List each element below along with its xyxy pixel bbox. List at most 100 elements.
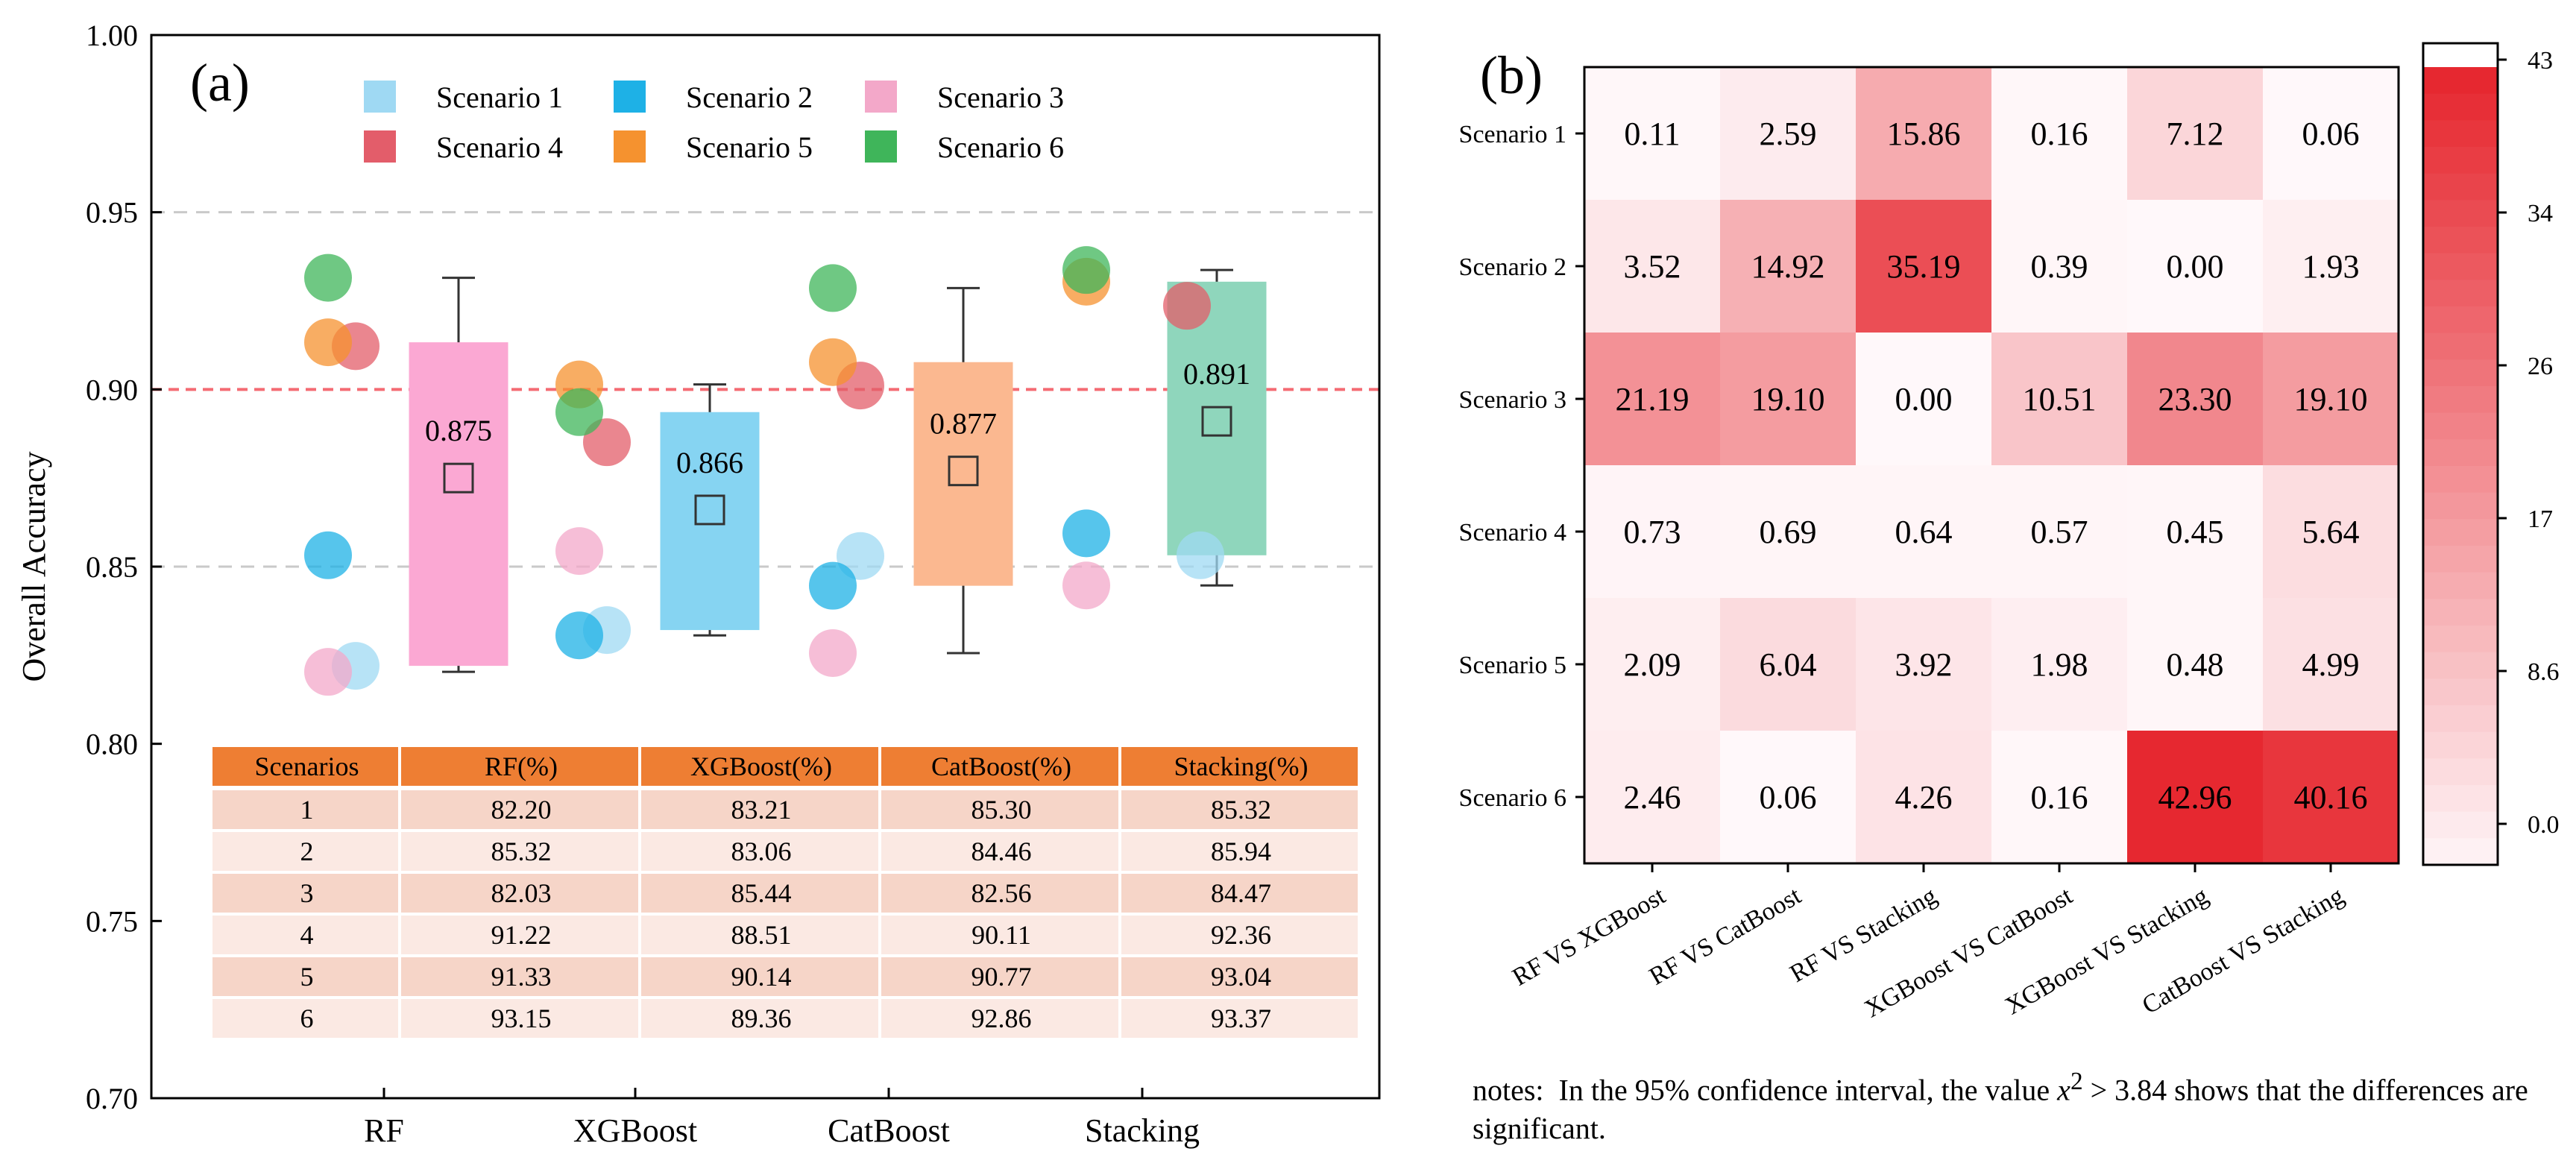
table-cell-text: 89.36	[731, 1004, 792, 1033]
table-cell-text: 92.36	[1211, 920, 1271, 950]
table-header-text: Scenarios	[255, 752, 359, 781]
panel-b-label: (b)	[1480, 45, 1543, 105]
mean-marker	[443, 462, 474, 494]
table-cell	[212, 832, 398, 871]
legend-label: Scenario 4	[436, 130, 563, 164]
table-cell	[401, 999, 638, 1038]
heatmap-value: 42.96	[2158, 779, 2232, 816]
colorbar-tick-label: 17	[2528, 505, 2553, 533]
heatmap-cell	[1991, 731, 2127, 863]
table-cell	[212, 874, 398, 913]
heatmap-value: 21.19	[1616, 381, 1689, 418]
mean-marker	[1201, 406, 1232, 437]
y-axis-label: Overall Accuracy	[16, 451, 52, 681]
table-cell	[1121, 916, 1358, 954]
scatter-point	[555, 527, 603, 576]
heatmap-cell	[1991, 333, 2127, 465]
heatmap-value: 19.10	[2294, 381, 2368, 418]
table-cell-text: 85.30	[971, 795, 1032, 825]
legend-swatch	[614, 130, 646, 163]
table-cell	[401, 874, 638, 913]
table-cell-text: 82.03	[491, 878, 552, 908]
y-tick-label: 0.90	[86, 373, 138, 406]
heatmap-cell	[1584, 465, 1720, 598]
heatmap-value: 14.92	[1751, 248, 1825, 285]
table-cell-text: 1	[300, 795, 314, 825]
table-cell-text: 85.32	[491, 837, 552, 866]
colorbar-segment	[2423, 120, 2498, 148]
table-cell	[881, 999, 1118, 1038]
legend-label: Scenario 2	[686, 81, 813, 114]
heatmap-cell	[1584, 731, 1720, 863]
heatmap-value: 0.06	[2302, 116, 2360, 152]
heatmap-cell	[1856, 731, 1991, 863]
table-cell-text: 6	[300, 1004, 314, 1033]
colorbar-segment	[2423, 439, 2498, 467]
heatmap-cell	[2263, 465, 2399, 598]
heatmap-value: 0.57	[2031, 514, 2088, 550]
x-tick-label: Stacking	[1085, 1112, 1200, 1149]
row-label: Scenario 4	[1459, 519, 1566, 546]
table-cell	[1121, 874, 1358, 913]
colorbar-segment	[2423, 626, 2498, 653]
note-superscript: 2	[2070, 1068, 2083, 1095]
table-cell	[641, 874, 878, 913]
heatmap-cell	[1856, 67, 1991, 200]
heatmap-cell	[1856, 333, 1991, 465]
table-cell-text: 85.32	[1211, 795, 1271, 825]
panel-b-heatmap: 0.11 2.59 15.86 0.16 7.12 0.06 3.52 14.92 35.19 0…	[1459, 42, 2560, 1023]
heatmap-value: 2.46	[1624, 779, 1681, 816]
table-cell	[881, 957, 1118, 996]
colorbar-tick-label: 26	[2528, 353, 2553, 380]
heatmap-cell	[1720, 333, 1856, 465]
note-prefix: notes: In the 95% confidence interval, t…	[1473, 1073, 2058, 1107]
scatter-point	[1163, 282, 1211, 330]
table-cell-text: 2	[300, 837, 314, 866]
heatmap-value: 6.04	[1760, 646, 1817, 683]
table-cell-text: 3	[300, 878, 314, 908]
heatmap-cell	[1856, 200, 1991, 333]
legend-label: Scenario 1	[436, 81, 563, 114]
table-cell-text: 91.22	[491, 920, 552, 950]
y-tick-label: 0.85	[86, 550, 138, 584]
heatmap-cell	[2263, 200, 2399, 333]
colorbar-segment	[2423, 546, 2498, 573]
table-cell-text: 82.56	[971, 878, 1032, 908]
legend-label: Scenario 5	[686, 130, 813, 164]
table-cell	[401, 957, 638, 996]
colorbar-segment	[2423, 147, 2498, 174]
heatmap-value: 40.16	[2294, 779, 2368, 816]
table-cell-text: 84.47	[1211, 878, 1271, 908]
scatter-point	[555, 388, 603, 436]
heatmap-value: 5.64	[2302, 514, 2360, 550]
heatmap-cell	[2127, 465, 2263, 598]
colorbar-tick-label: 34	[2528, 200, 2553, 227]
table-cell	[881, 832, 1118, 871]
heatmap-cell	[1584, 598, 1720, 731]
heatmap-value: 0.16	[2031, 116, 2088, 152]
heatmap-value: 23.30	[2158, 381, 2232, 418]
heatmap-value: 1.93	[2302, 248, 2360, 285]
table-cell-text: 88.51	[731, 920, 792, 950]
table-header-cell	[1121, 747, 1358, 786]
table-cell-text: 93.15	[491, 1004, 552, 1033]
scatter-point	[304, 318, 352, 367]
table-cell	[401, 832, 638, 871]
table-cell-text: 82.20	[491, 795, 552, 825]
table-cell	[641, 999, 878, 1038]
y-tick-label: 1.00	[86, 19, 138, 52]
heatmap-cell	[1720, 200, 1856, 333]
heatmap-cell	[1856, 598, 1991, 731]
mean-marker	[948, 456, 979, 487]
table-header-text: RF(%)	[485, 752, 558, 781]
table-cell-text: 83.06	[731, 837, 792, 866]
heatmap-value: 0.64	[1895, 514, 1953, 550]
colorbar-frame	[2422, 42, 2499, 866]
heatmap-cell	[2127, 731, 2263, 863]
y-tick-label: 0.70	[86, 1082, 138, 1115]
scatter-point	[809, 628, 857, 677]
note-suffix: > 3.84 shows that the differences are si…	[1473, 1073, 2528, 1146]
table-cell	[401, 790, 638, 829]
row-label: Scenario 1	[1459, 121, 1566, 148]
